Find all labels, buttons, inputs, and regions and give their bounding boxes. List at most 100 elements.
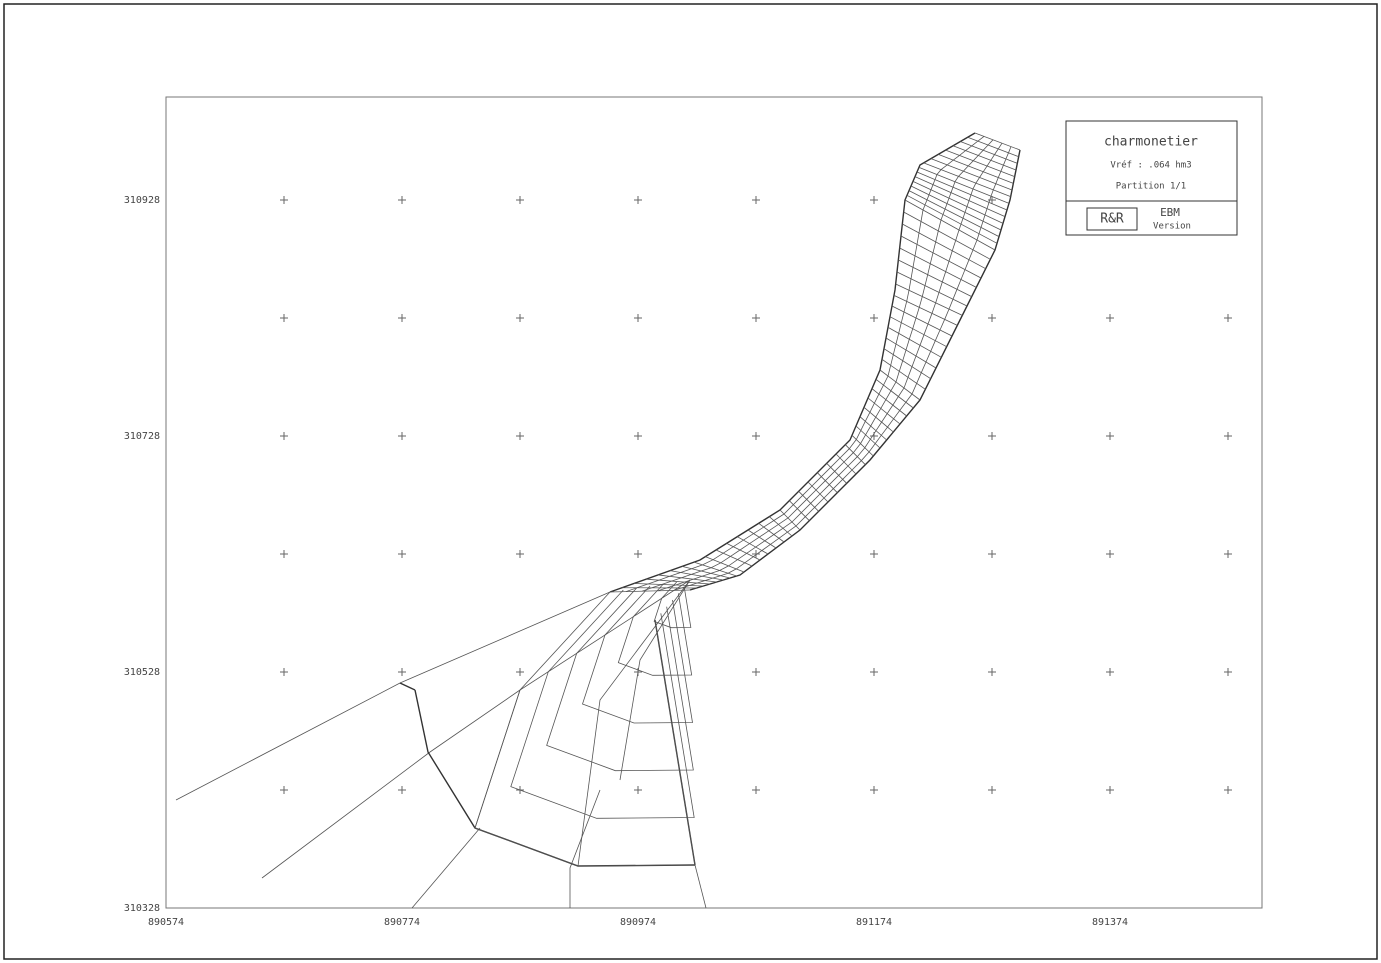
grid-cross [516,550,524,558]
y-axis-label: 310528 [124,667,160,678]
grid-cross [752,196,760,204]
stream-line [657,142,1003,592]
stream-rung [871,388,907,417]
stream-rung [900,235,982,279]
stream-rung [669,570,724,581]
stream-rung [885,337,937,369]
stream-rung [889,316,947,348]
stream-rung [923,162,1011,198]
stream-rung [967,136,1019,158]
stream-edge [689,149,1021,591]
stream-rung [779,509,801,531]
grid-cross [398,668,406,676]
stream-rung [887,326,942,358]
stream-rung [930,158,1013,191]
grid-cross [1106,314,1114,322]
grid-cross [752,432,760,440]
software: EBM [1160,206,1180,219]
cartouche-box [1065,120,1238,236]
stream-rung [715,549,753,567]
x-axis-label: 891174 [856,917,892,928]
grid-cross [1106,786,1114,794]
version: Version [1153,222,1191,232]
cartouche-partition: Partition 1/1 [1116,182,1186,192]
stream-rung [657,574,717,583]
fan-ring [546,587,694,772]
stream-rung [851,435,874,457]
stream-rung [952,145,1017,171]
grid-cross [1106,550,1114,558]
stream-rung [633,583,704,587]
grid-cross [870,196,878,204]
stream-rung [899,247,977,288]
stream-rung [859,416,887,441]
stream-rung [903,211,991,260]
mesh [175,132,1021,909]
grid-cross [634,314,642,322]
stream-rung [908,190,1000,238]
stream-rung [974,132,1021,151]
grid-cross [634,432,642,440]
stream-rung [918,166,1010,204]
y-axis-label: 310328 [124,903,160,914]
grid-cross [280,196,288,204]
grid-cross [1224,786,1232,794]
x-axis-label: 890574 [148,917,184,928]
stream-rung [609,589,691,593]
stream-rung [737,536,769,555]
stream-rung [896,271,968,307]
grid-crosses [280,196,1232,794]
grid-cross [398,786,406,794]
stream-rung [747,529,777,549]
stream-rung [807,481,829,503]
grid-cross [752,550,760,558]
stream-rung [895,283,963,316]
grid-cross [870,668,878,676]
grid-cross [870,550,878,558]
grid-cross [634,550,642,558]
stream-rung [910,185,1002,231]
stream-rung [914,176,1006,218]
y-axis-label: 310928 [124,195,160,206]
stream-rung [769,516,793,537]
stream-rung [863,407,894,433]
grid-cross [280,314,288,322]
grid-cross [988,668,996,676]
page-border [3,3,1378,960]
grid-cross [516,668,524,676]
fan-ring [510,589,695,819]
stream-rung [879,369,921,401]
logo-box [1086,207,1138,231]
stream-rung [902,223,986,270]
stream-rung [945,149,1015,178]
stream-rung [906,194,998,244]
grid-cross [988,550,996,558]
fan-ring [617,583,693,676]
y-axis-label: 310728 [124,431,160,442]
stream-rung [855,425,881,449]
stream-rung [867,397,901,425]
stream-rung [845,444,866,465]
grid-cross [398,432,406,440]
x-axis-label: 891374 [1092,917,1128,928]
stream-rung [904,199,996,251]
stream-rung [817,472,838,493]
stream-rung [758,523,785,543]
stream-line [625,136,985,592]
stream-rung [881,359,926,390]
cartouche: charmonetier Vréf : .064 hm3 Partition 1… [1065,120,1238,236]
grid-cross [988,432,996,440]
stream-rung [693,561,737,577]
grid-cross [634,786,642,794]
grid-cross [398,550,406,558]
stream-rung [883,348,931,380]
stream-rung [938,153,1014,184]
grid-cross [1224,550,1232,558]
grid-cross [752,786,760,794]
grid-cross [1224,432,1232,440]
stream-rung [705,556,745,573]
grid-cross [398,196,406,204]
stream-line [673,146,1012,591]
grid-cross [280,550,288,558]
cartouche-title: charmonetier [1104,135,1198,150]
